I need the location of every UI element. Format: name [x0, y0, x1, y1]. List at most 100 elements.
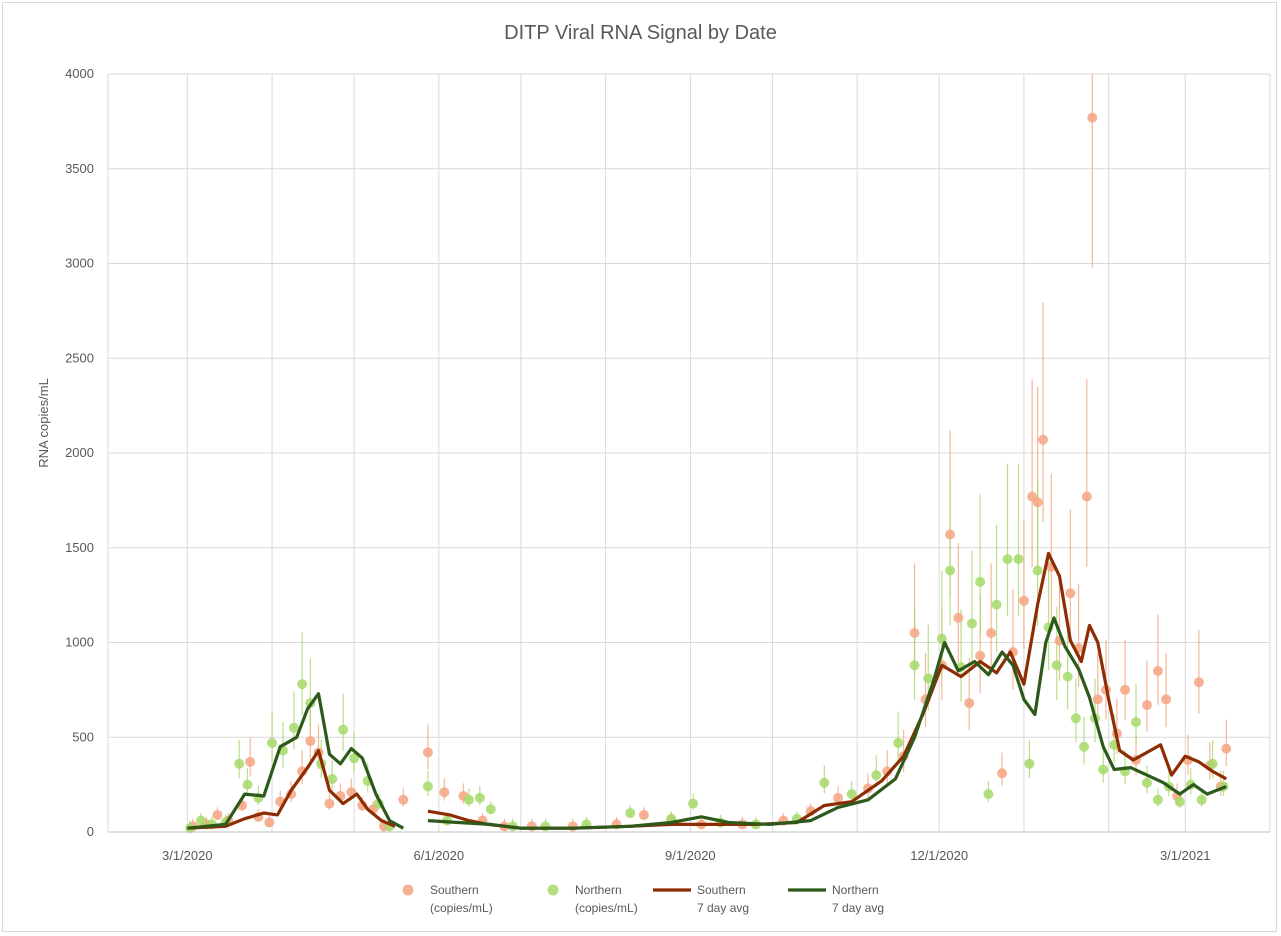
- northern-point: [1174, 796, 1185, 807]
- x-tick-label: 12/1/2020: [910, 848, 968, 863]
- southern-point: [997, 768, 1008, 779]
- northern-point: [1207, 758, 1218, 769]
- northern-point: [893, 737, 904, 748]
- southern-point: [986, 628, 997, 639]
- southern-point: [526, 821, 537, 832]
- northern-point: [1152, 794, 1163, 805]
- legend-northern-points-marker: [547, 884, 559, 896]
- northern-point: [991, 599, 1002, 610]
- southern-point: [305, 736, 316, 747]
- northern-point: [975, 576, 986, 587]
- northern-point: [327, 773, 338, 784]
- northern-point: [688, 798, 699, 809]
- southern-7day-avg-line: [187, 748, 396, 830]
- chart-title: DITP Viral RNA Signal by Date: [504, 22, 777, 44]
- southern-point: [1065, 588, 1076, 599]
- x-tick-label: 9/1/2020: [665, 848, 716, 863]
- northern-point: [1062, 671, 1073, 682]
- legend-label-line: (copies/mL): [430, 901, 493, 915]
- northern-7day-avg-line: [427, 616, 1227, 830]
- northern-point: [267, 737, 278, 748]
- southern-point: [212, 809, 223, 820]
- y-tick-label: 4000: [65, 66, 94, 81]
- northern-point: [288, 722, 299, 733]
- northern-point: [1070, 713, 1081, 724]
- southern-point: [324, 798, 335, 809]
- southern-point: [1081, 491, 1092, 502]
- northern-point: [846, 789, 857, 800]
- legend-southern-avg-label: Southern 7 day avg: [697, 883, 749, 915]
- y-tick-label: 500: [72, 729, 94, 744]
- northern-point: [242, 779, 253, 790]
- northern-point: [540, 821, 551, 832]
- southern-point: [245, 756, 256, 767]
- legend-label-line: Southern: [430, 883, 479, 897]
- y-tick-label: 1500: [65, 540, 94, 555]
- data-points: [185, 112, 1232, 834]
- northern-point: [625, 808, 636, 819]
- northern-point: [234, 758, 245, 769]
- legend-southern-points-label: Southern (copies/mL): [430, 883, 493, 915]
- northern-point: [945, 565, 956, 576]
- southern-point: [1161, 694, 1172, 705]
- southern-point: [945, 529, 956, 540]
- northern-point: [1098, 764, 1109, 775]
- southern-point: [1152, 665, 1163, 676]
- legend-label-line: Northern: [832, 883, 879, 897]
- southern-point: [567, 821, 578, 832]
- northern-point: [1024, 758, 1035, 769]
- y-tick-label: 3000: [65, 256, 94, 271]
- northern-point: [474, 792, 485, 803]
- southern-point: [1018, 595, 1029, 606]
- northern-7day-avg-line: [187, 692, 405, 830]
- y-tick-label: 3500: [65, 161, 94, 176]
- legend-southern-points-marker: [402, 884, 414, 896]
- southern-point: [1193, 677, 1204, 688]
- x-tick-label: 3/1/2021: [1160, 848, 1211, 863]
- northern-point: [349, 753, 360, 764]
- northern-point: [422, 781, 433, 792]
- x-tick-label: 6/1/2020: [414, 848, 465, 863]
- northern-point: [923, 673, 934, 684]
- southern-point: [264, 817, 275, 828]
- y-tick-label: 0: [87, 824, 94, 839]
- southern-point: [1141, 700, 1152, 711]
- y-tick-label: 2500: [65, 350, 94, 365]
- northern-point: [1131, 717, 1142, 728]
- northern-point: [819, 777, 830, 788]
- legend-label-line: 7 day avg: [832, 901, 884, 915]
- axes: 0 500 1000 1500 2000 2500 3000 3500 4000 3/1/2020…: [36, 66, 1270, 863]
- northern-point: [485, 804, 496, 815]
- northern-point: [1196, 794, 1207, 805]
- legend-label-line: Southern: [697, 883, 746, 897]
- northern-point: [1013, 554, 1024, 565]
- northern-point: [983, 789, 994, 800]
- y-axis-label: RNA copies/mL: [36, 378, 51, 468]
- southern-point: [909, 628, 920, 639]
- northern-point: [195, 815, 206, 826]
- average-lines: [187, 551, 1228, 830]
- northern-point: [1002, 554, 1013, 565]
- northern-point: [463, 794, 474, 805]
- legend-label-line: (copies/mL): [575, 901, 638, 915]
- grid-lines: [107, 73, 1271, 833]
- southern-point: [1032, 497, 1043, 508]
- northern-point: [1079, 741, 1090, 752]
- northern-point: [1141, 777, 1152, 788]
- y-tick-label: 1000: [65, 635, 94, 650]
- southern-point: [953, 612, 964, 623]
- southern-point: [638, 809, 649, 820]
- southern-point: [422, 747, 433, 758]
- southern-point: [975, 650, 986, 661]
- southern-point: [1087, 112, 1098, 123]
- southern-point: [439, 787, 450, 798]
- southern-7day-avg-line: [427, 551, 1228, 830]
- southern-point: [964, 698, 975, 709]
- legend-northern-avg-label: Northern 7 day avg: [832, 883, 884, 915]
- legend: Southern (copies/mL)Northern (copies/mL)So…: [402, 883, 884, 915]
- southern-point: [1092, 694, 1103, 705]
- southern-point: [1038, 434, 1049, 445]
- legend-label-line: 7 day avg: [697, 901, 749, 915]
